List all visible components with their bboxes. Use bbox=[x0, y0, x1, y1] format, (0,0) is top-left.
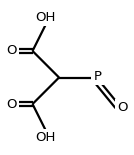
Text: OH: OH bbox=[36, 11, 56, 24]
Text: OH: OH bbox=[36, 131, 56, 144]
Text: P: P bbox=[94, 70, 102, 83]
Text: O: O bbox=[117, 101, 128, 114]
Text: O: O bbox=[6, 44, 16, 57]
Text: O: O bbox=[6, 98, 16, 111]
